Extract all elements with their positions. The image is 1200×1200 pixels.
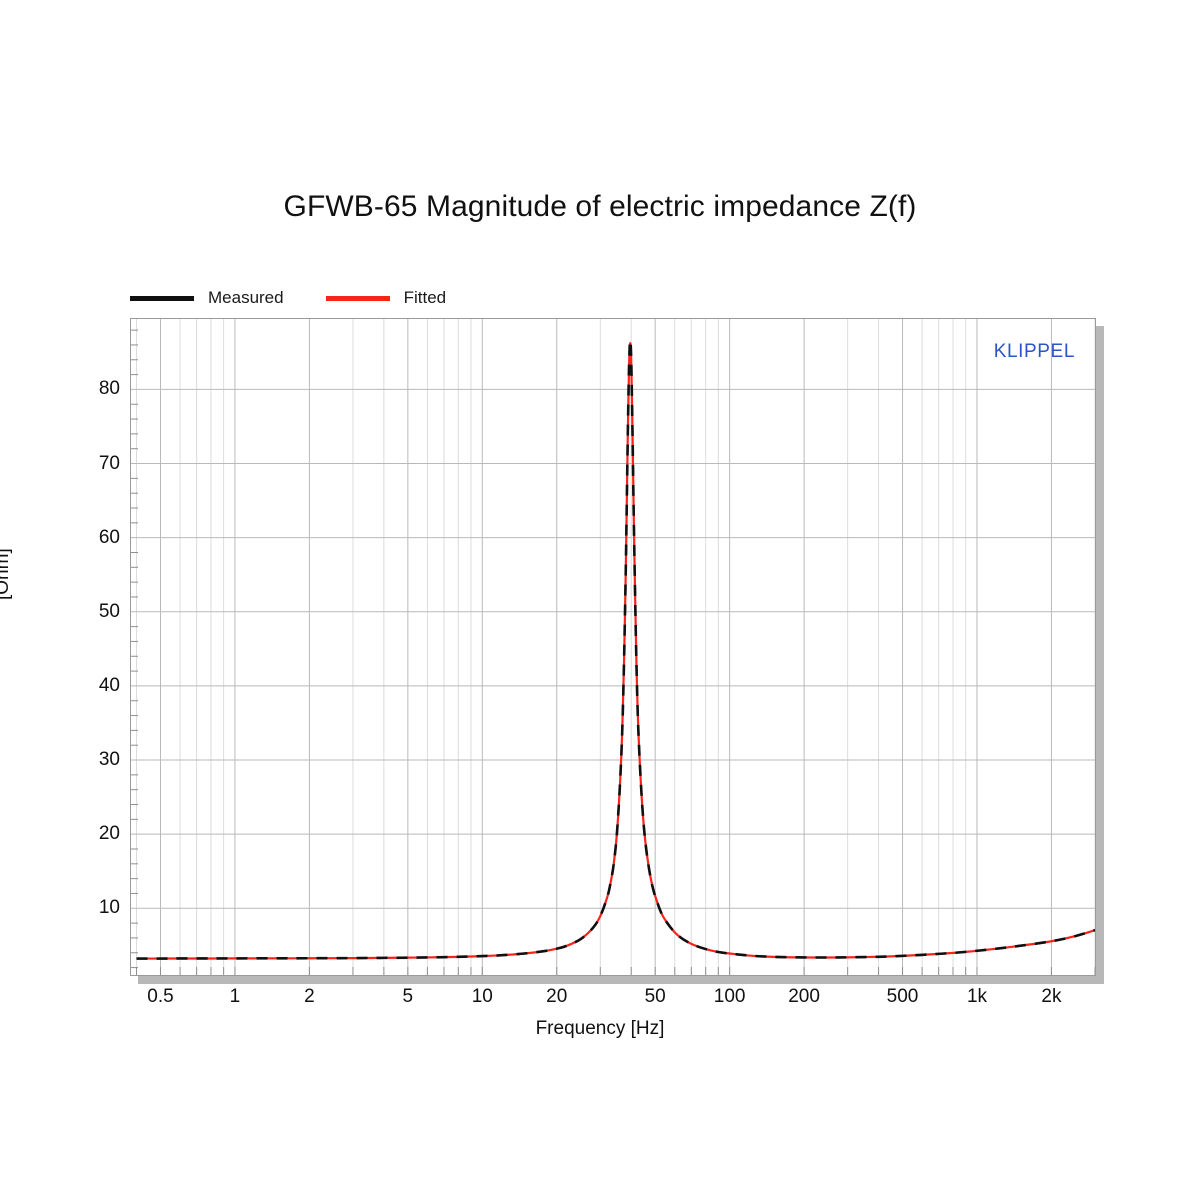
x-minor-ticks [136,967,1095,975]
y-tick-label: 80 [98,378,120,400]
legend-label-fitted: Fitted [403,288,447,307]
legend-entry-measured: Measured [130,288,284,308]
x-tick-label: 5 [402,986,414,1007]
x-axis-tick-labels: 0.5 1 2 5 10 20 50 100 200 500 1k 2k [130,986,1096,1014]
x-tick-label: 1 [229,986,241,1007]
x-tick-label: 10 [471,986,493,1007]
x-axis-title: Frequency [Hz] [535,1018,665,1039]
chart-legend: Measured Fitted [130,284,488,312]
chart-title: GFWB-65 Magnitude of electric impedance … [283,190,917,223]
plot-area: KLIPPEL [130,318,1096,976]
x-tick-label: 2k [1041,986,1062,1007]
x-tick-label: 50 [644,986,666,1007]
plot-canvas [131,319,1095,975]
y-axis-title: [Ohm] [0,548,13,600]
gridlines [131,319,1095,975]
y-tick-label: 50 [98,600,120,622]
x-tick-label: 2 [304,986,315,1007]
plot-shell: KLIPPEL [130,318,1096,976]
legend-entry-fitted: Fitted [325,288,447,308]
y-axis-tick-labels: 10 20 30 40 50 60 70 80 [62,318,120,976]
legend-swatch-fitted [325,295,390,301]
x-tick-label: 0.5 [147,986,174,1007]
x-tick-label: 100 [713,986,746,1007]
y-tick-label: 30 [98,749,120,771]
klippel-watermark: KLIPPEL [993,341,1075,362]
y-tick-label: 70 [98,452,120,474]
x-tick-label: 200 [788,986,820,1007]
x-tick-label: 500 [886,986,919,1007]
y-tick-label: 10 [98,897,120,919]
y-tick-label: 40 [98,674,120,696]
y-tick-label: 20 [98,823,120,845]
legend-label-measured: Measured [208,288,284,307]
x-tick-label: 1k [966,986,988,1007]
x-tick-label: 20 [546,986,568,1007]
y-tick-label: 60 [98,526,120,548]
series-line-fitted [136,342,1095,960]
legend-swatch-measured [130,295,194,301]
series-line-measured [136,339,1095,960]
